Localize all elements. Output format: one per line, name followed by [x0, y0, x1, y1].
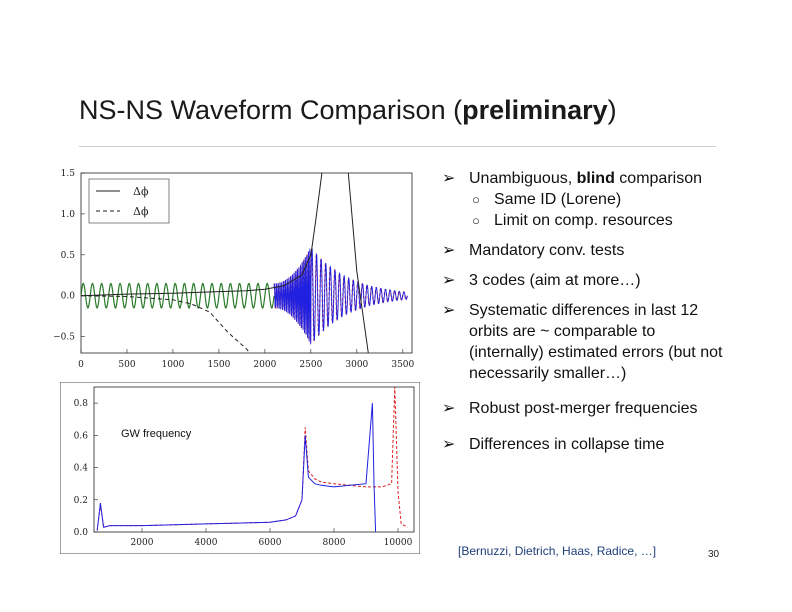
blue-merger-series — [273, 248, 408, 345]
solid-phase-series — [81, 173, 369, 353]
bullet-list: ➢ Unambiguous, blind comparison ○ Same ID… — [442, 168, 732, 464]
circle-bullet-icon: ○ — [472, 213, 480, 228]
arrow-bullet-icon: ➢ — [442, 436, 456, 453]
subitem-1: ○ Same ID (Lorene) — [472, 191, 622, 208]
legend-label-1: Δϕ — [133, 185, 149, 198]
citation: [Bernuzzi, Dietrich, Haas, Radice, …] — [458, 544, 657, 558]
gw-frequency-plot: 2000 4000 6000 8000 10000 0.8 0.6 0.4 0.2 0.0 — [60, 382, 420, 554]
y-tick-label: 0.5 — [61, 251, 76, 261]
arrow-bullet-icon: ➢ — [442, 272, 456, 289]
arrow-bullet-icon: ➢ — [442, 242, 456, 259]
arrow-bullet-icon: ➢ — [442, 400, 456, 417]
x-tick-label: 500 — [118, 360, 135, 370]
arrow-bullet-icon: ➢ — [442, 302, 456, 319]
legend: Δϕ Δϕ — [88, 178, 170, 224]
y-tick-label: 0.4 — [74, 464, 89, 474]
y-tick-label: −0.5 — [53, 333, 75, 343]
phase-difference-plot: Δϕ Δϕ 0 500 1000 1500 2000 2500 3000 3500 1.5 1.0… — [53, 169, 414, 370]
title-divider — [79, 146, 716, 147]
bullet-5: ➢ Robust post-merger frequencies — [442, 393, 732, 425]
y-tick-label: 0.2 — [74, 496, 88, 506]
y-tick-label: 1.5 — [61, 169, 76, 179]
x-tick-label: 8000 — [323, 538, 346, 548]
gw-frequency-label: GW frequency — [121, 428, 192, 440]
plot2-frame — [93, 386, 415, 533]
y-tick-label: 0.6 — [74, 431, 89, 441]
x-tick-label: 6000 — [259, 538, 282, 548]
x-tick-label: 4000 — [195, 538, 218, 548]
green-oscillation-series — [81, 282, 275, 310]
bullet-2: ➢ Mandatory conv. tests — [442, 242, 625, 259]
dashed-phase-series — [81, 295, 251, 353]
x-tick-label: 1000 — [161, 360, 184, 370]
x-tick-label: 2000 — [253, 360, 276, 370]
y-tick-label: 0.8 — [74, 399, 89, 409]
legend-box — [88, 178, 170, 224]
y-tick-label: 1.0 — [61, 210, 76, 220]
blue-frequency-series — [96, 403, 377, 532]
x-tick-label: 2500 — [299, 360, 322, 370]
x-tick-label: 0 — [78, 360, 84, 370]
bullet-4: ➢ Systematic differences in last 12 orbit… — [442, 302, 723, 382]
x-tick-label: 1500 — [207, 360, 230, 370]
y-tick-label: 0.0 — [61, 292, 76, 302]
legend-label-2: Δϕ — [133, 205, 149, 218]
bullet-3: ➢ 3 codes (aim at more…) — [442, 272, 641, 289]
arrow-bullet-icon: ➢ — [442, 170, 456, 187]
bullet-6: ➢ Differences in collapse time — [442, 436, 665, 453]
slide-title: NS-NS Waveform Comparison (preliminary) — [79, 95, 617, 125]
circle-bullet-icon: ○ — [472, 192, 480, 207]
x-tick-label: 10000 — [384, 538, 413, 548]
y-tick-label: 0.0 — [74, 528, 89, 538]
page-number: 30 — [708, 549, 720, 560]
x-tick-label: 2000 — [131, 538, 154, 548]
x-tick-label: 3000 — [345, 360, 368, 370]
subitem-2: ○ Limit on comp. resources — [472, 212, 673, 229]
bullet-1: ➢ Unambiguous, blind comparison ○ Same ID… — [442, 168, 732, 231]
x-tick-label: 3500 — [391, 360, 414, 370]
